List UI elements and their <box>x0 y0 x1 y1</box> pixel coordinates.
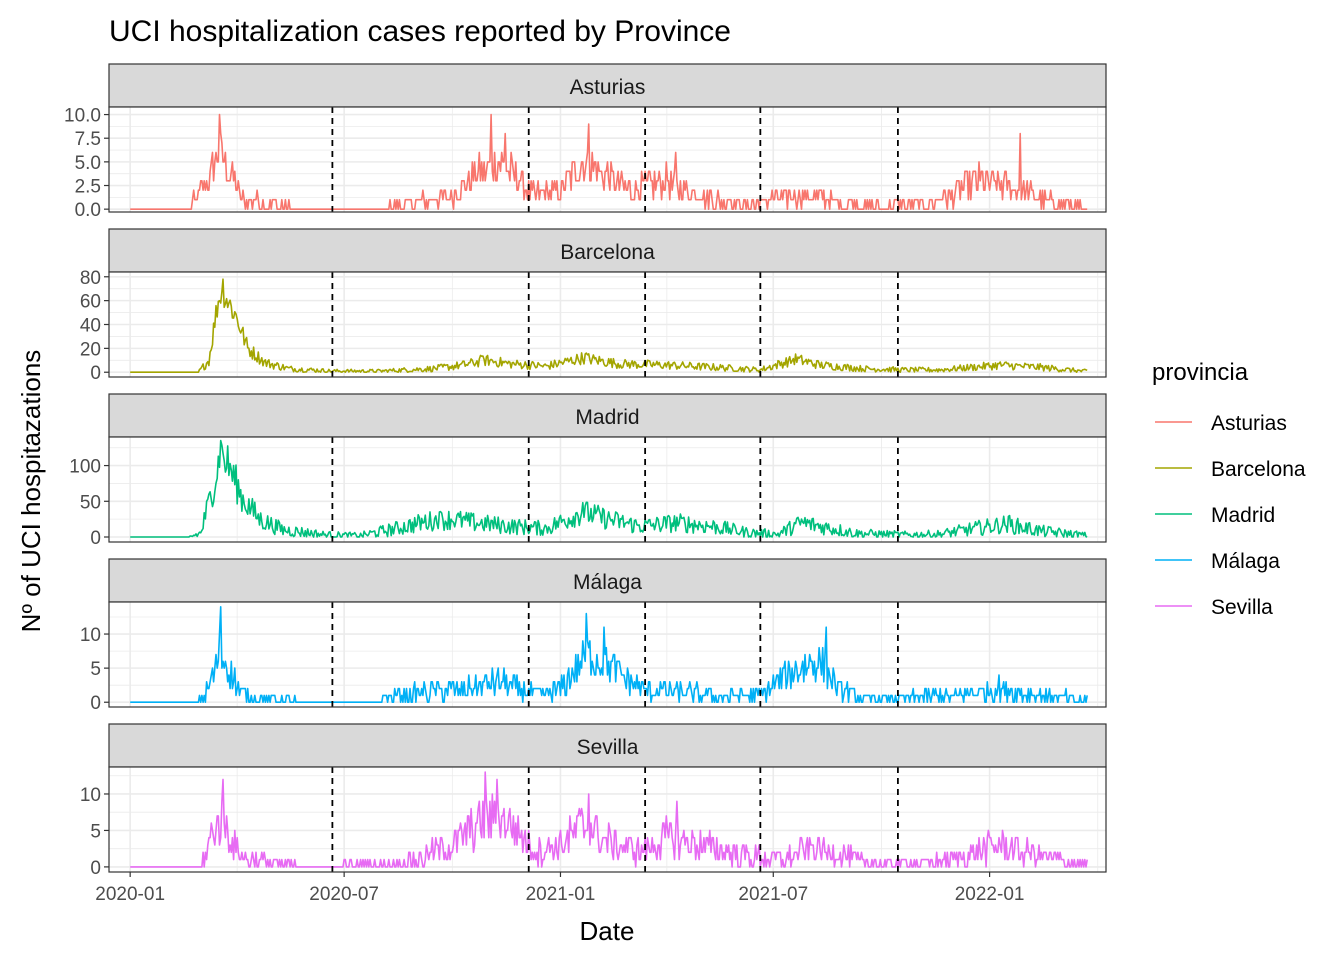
facet-panel-0: Asturias 0.02.5 5.0 7.510.0 <box>64 63 1107 221</box>
legend-label: Barcelona <box>1211 458 1306 481</box>
legend-label: Madrid <box>1211 504 1275 527</box>
y-tick-label: 50 <box>80 492 101 513</box>
y-tick-label: 60 <box>80 292 101 313</box>
panel-border <box>108 271 1107 378</box>
series-line-málaga <box>130 606 1088 703</box>
y-tick-label: 100 <box>69 457 101 478</box>
y-tick-label: 20 <box>80 339 101 360</box>
facet-strip <box>108 63 1107 108</box>
legend-label: Asturias <box>1211 412 1287 435</box>
panel-border <box>108 436 1107 543</box>
y-tick-label: 80 <box>80 268 101 289</box>
y-tick-label: 10.0 <box>64 106 101 127</box>
x-tick-label: 2020-01 <box>95 884 165 905</box>
y-tick-label: 0 <box>90 858 101 879</box>
facet-strip <box>108 723 1107 768</box>
x-tick-label: 2022-01 <box>955 884 1025 905</box>
y-tick-label: 5 <box>90 659 101 680</box>
facet-strip <box>108 558 1107 603</box>
plot-area <box>109 107 1106 212</box>
y-tick-label: 0.0 <box>75 200 101 221</box>
panel-border <box>108 766 1107 873</box>
legend-title: provincia <box>1152 359 1249 386</box>
plot-area <box>109 767 1106 872</box>
x-axis-label: Date <box>580 916 635 946</box>
y-axis-label: Nº of UCI hospitazations <box>16 350 46 633</box>
y-tick-label: 5.0 <box>75 153 101 174</box>
facet-strip-label: Asturias <box>570 76 646 99</box>
legend: provincia Asturias Barcelona Madrid Málaga S… <box>1152 359 1306 619</box>
facet-strip-label: Madrid <box>575 406 639 429</box>
y-tick-label: 5 <box>90 821 101 842</box>
x-tick-label: 2021-01 <box>526 884 596 905</box>
y-tick-label: 0 <box>90 693 101 714</box>
y-tick-label: 2.5 <box>75 177 101 198</box>
series-line-asturias <box>130 113 1088 210</box>
y-tick-label: 0 <box>90 528 101 549</box>
legend-label: Málaga <box>1211 550 1280 573</box>
x-axis: 2020-01 2020-07 2021-01 2021-07 2022-01 <box>95 872 1024 905</box>
chart-title: UCI hospitalization cases reported by Pr… <box>109 15 731 48</box>
y-tick-label: 10 <box>80 785 101 806</box>
y-tick-label: 7.5 <box>75 129 101 150</box>
facet-panel-4: Sevilla 0 5 10 <box>80 723 1107 879</box>
facet-strip-label: Barcelona <box>560 241 655 264</box>
y-tick-label: 0 <box>90 363 101 384</box>
facet-strip-label: Málaga <box>573 571 642 594</box>
series-line-sevilla <box>130 771 1088 868</box>
y-tick-label: 10 <box>80 625 101 646</box>
facet-panel-2: Madrid 0 50 100 <box>69 393 1107 549</box>
series-line-barcelona <box>130 278 1088 373</box>
x-tick-label: 2020-07 <box>309 884 379 905</box>
panel-border <box>108 601 1107 708</box>
x-tick-label: 2021-07 <box>738 884 808 905</box>
legend-label: Sevilla <box>1211 596 1273 619</box>
y-tick-label: 40 <box>80 316 101 337</box>
series-line-madrid <box>130 439 1088 538</box>
panel-border <box>108 106 1107 213</box>
facet-strip-label: Sevilla <box>577 736 639 759</box>
facet-panel-3: Málaga 0 5 10 <box>80 558 1107 714</box>
plot-area <box>109 437 1106 542</box>
